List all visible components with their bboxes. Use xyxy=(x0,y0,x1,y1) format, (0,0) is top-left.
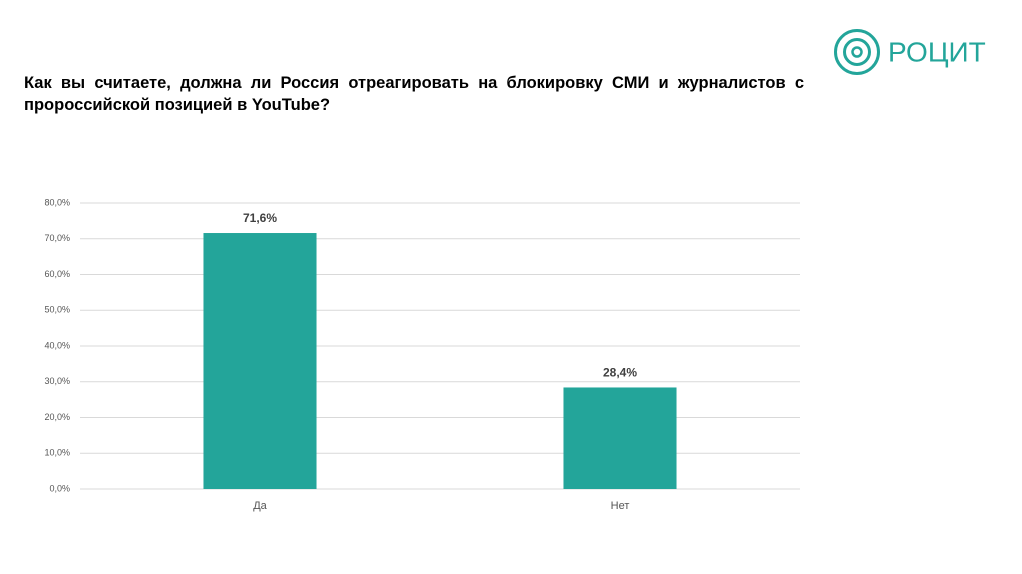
logo-text: РОЦИТ xyxy=(888,36,986,67)
logo-ring xyxy=(843,38,871,66)
bar xyxy=(563,387,677,489)
x-tick-label: Да xyxy=(253,500,267,512)
y-tick-label: 50,0% xyxy=(44,305,70,315)
y-tick-label: 10,0% xyxy=(44,448,70,458)
y-tick-label: 80,0% xyxy=(44,197,70,207)
bar xyxy=(203,233,317,489)
logo-ring xyxy=(834,29,880,75)
y-tick-label: 60,0% xyxy=(44,269,70,279)
y-tick-label: 20,0% xyxy=(44,412,70,422)
data-label: 28,4% xyxy=(603,366,637,380)
data-label: 71,6% xyxy=(243,211,277,225)
chart-title: Как вы считаете, должна ли Россия отреаг… xyxy=(24,74,804,114)
logo: РОЦИТ xyxy=(834,29,986,75)
logo-ring xyxy=(851,46,863,58)
y-tick-label: 30,0% xyxy=(44,376,70,386)
y-tick-label: 40,0% xyxy=(44,340,70,350)
x-tick-label: Нет xyxy=(611,500,630,512)
y-tick-label: 70,0% xyxy=(44,233,70,243)
y-tick-label: 0,0% xyxy=(49,483,70,493)
